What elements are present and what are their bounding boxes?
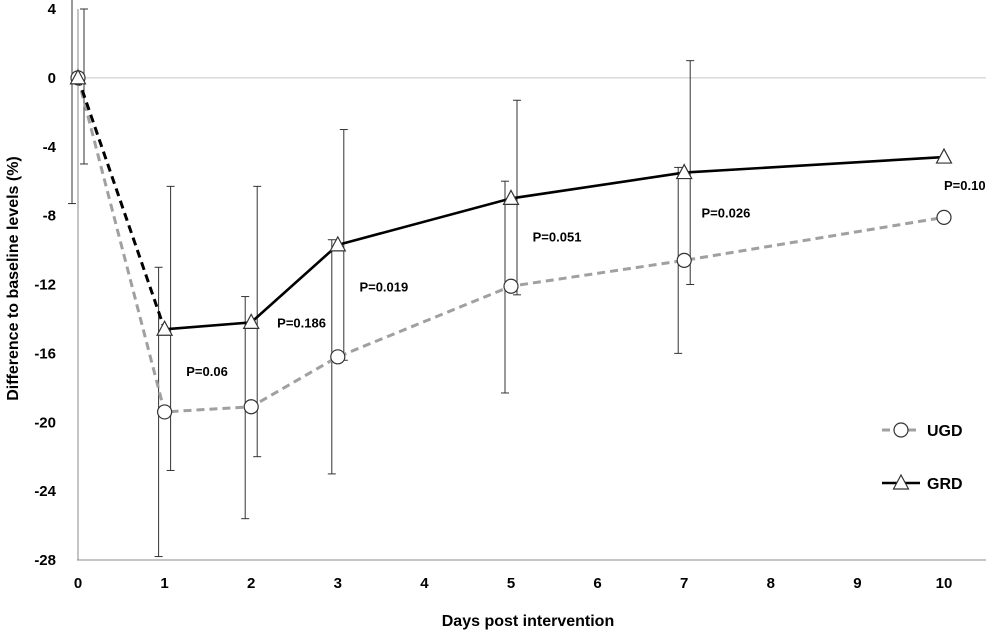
x-tick-label: 8 <box>767 575 775 592</box>
x-tick-label: 6 <box>593 575 601 592</box>
x-tick-label: 4 <box>420 575 429 592</box>
y-tick-label: -28 <box>34 552 56 569</box>
p-value-label: P=0.051 <box>533 229 582 244</box>
series-line-grd <box>76 77 167 330</box>
p-value-label: P=0.026 <box>702 205 751 220</box>
data-point-grd <box>502 189 520 206</box>
data-point-grd <box>675 163 693 180</box>
y-tick-label: 0 <box>48 70 56 87</box>
error-bars <box>68 0 695 558</box>
error-bar <box>253 185 262 458</box>
x-tick-label: 2 <box>247 575 255 592</box>
p-value-label: P=0.10 <box>944 178 986 193</box>
series-line-grd <box>164 155 945 331</box>
y-tick-label: -16 <box>34 345 56 362</box>
y-tick-label: 4 <box>48 1 57 18</box>
y-tick-labels: 4 0 -4 -8 -12 -16 -20 -24 -28 <box>34 1 56 569</box>
x-tick-label: 0 <box>74 575 82 592</box>
series-line-ugd <box>76 77 945 414</box>
y-tick-label: -4 <box>43 139 57 156</box>
x-tick-label: 9 <box>853 575 861 592</box>
x-tick-labels: 0 1 2 3 4 5 6 7 8 9 10 <box>74 575 953 592</box>
data-point-grd <box>156 319 174 336</box>
error-bar <box>68 0 76 205</box>
data-point-ugd <box>676 252 692 268</box>
legend: UGD GRD <box>882 422 963 493</box>
y-axis-title: Difference to baseline levels (%) <box>5 156 22 401</box>
data-point-ugd <box>936 209 952 225</box>
x-tick-label: 1 <box>160 575 168 592</box>
legend-label-ugd: UGD <box>927 423 963 440</box>
x-tick-label: 7 <box>680 575 688 592</box>
x-tick-label: 5 <box>507 575 515 592</box>
data-point-grd <box>242 313 260 329</box>
axes <box>77 9 986 561</box>
data-point-ugd <box>243 399 259 415</box>
y-tick-label: -24 <box>34 483 56 500</box>
p-value-label: P=0.186 <box>277 316 326 331</box>
legend-marker-grd <box>892 473 910 490</box>
legend-marker-ugd <box>893 422 909 438</box>
data-point-ugd <box>330 349 346 365</box>
error-bar <box>80 8 88 165</box>
p-value-annotations: P=0.06 P=0.186 P=0.019 P=0.051 P=0.026 P=0.10 <box>186 178 985 379</box>
data-point-ugd <box>503 278 519 294</box>
p-value-label: P=0.06 <box>186 364 228 379</box>
series-lines <box>76 77 945 414</box>
x-tick-label: 3 <box>334 575 342 592</box>
legend-label-grd: GRD <box>927 476 963 493</box>
data-point-grd <box>329 235 347 252</box>
series-markers <box>69 68 953 420</box>
data-point-ugd <box>157 404 173 420</box>
x-tick-label: 10 <box>936 575 953 592</box>
data-point-grd <box>69 68 87 85</box>
y-tick-label: -8 <box>43 208 56 225</box>
y-tick-label: -20 <box>34 414 56 431</box>
x-axis-title: Days post intervention <box>442 613 614 630</box>
y-tick-label: -12 <box>34 277 56 294</box>
data-point-grd <box>935 147 953 164</box>
p-value-label: P=0.019 <box>359 279 408 294</box>
